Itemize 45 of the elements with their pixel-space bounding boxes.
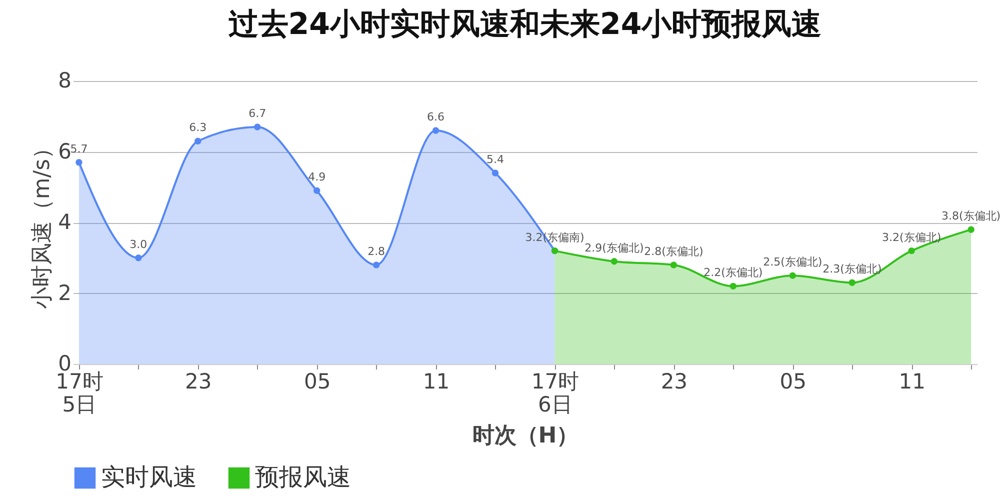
data-label: 2.9(东偏北)	[584, 241, 644, 254]
point	[848, 279, 856, 286]
point	[670, 262, 678, 268]
y-tick-label: 6	[58, 139, 72, 164]
point	[730, 282, 737, 290]
data-label: 3.0	[130, 238, 148, 251]
y-tick-label: 2	[58, 280, 72, 305]
legend-label: 实时风速	[101, 463, 197, 491]
point	[313, 187, 320, 194]
x-tick-label: 05	[304, 370, 331, 394]
point	[968, 226, 974, 233]
x-tick-label: 23	[185, 370, 212, 394]
x-axis-title: 时次（H）	[472, 424, 579, 448]
legend-label: 预报风速	[255, 463, 351, 491]
chart-title: 过去24小时实时风速和未来24小时预报风速	[228, 7, 822, 42]
data-label: 2.2(东偏北)	[704, 266, 763, 280]
point	[372, 262, 380, 268]
y-axis-title: 小时风速（m/s）	[30, 136, 56, 310]
data-label: 2.8	[368, 244, 386, 258]
data-label: 2.5(东偏北)	[763, 256, 822, 269]
point	[254, 124, 261, 130]
point	[492, 170, 499, 176]
data-label: 2.8(东偏北)	[644, 244, 704, 258]
data-label: 6.7	[248, 106, 266, 120]
y-tick-label: 8	[58, 68, 72, 92]
data-label: 5.4	[486, 152, 504, 166]
y-tick-label: 4	[58, 210, 72, 234]
point	[135, 254, 142, 262]
data-label: 4.9	[308, 170, 326, 184]
point	[789, 272, 796, 279]
x-tick-label: 11	[422, 370, 450, 394]
x-tick-label: 17时 5日	[56, 370, 104, 416]
x-tick-label: 05	[780, 370, 806, 394]
point	[76, 159, 82, 166]
point	[908, 247, 915, 254]
data-label: 6.3	[189, 121, 207, 134]
x-tick-label: 23	[660, 370, 688, 394]
point	[194, 138, 202, 144]
point	[610, 258, 618, 265]
point	[432, 127, 440, 134]
x-tick-label: 11	[898, 370, 926, 394]
data-label: 5.7	[70, 142, 88, 156]
x-tick-label: 17时 6日	[531, 370, 580, 416]
data-label: 3.8(东偏北)	[942, 210, 1000, 223]
data-label: 6.6	[427, 110, 445, 124]
